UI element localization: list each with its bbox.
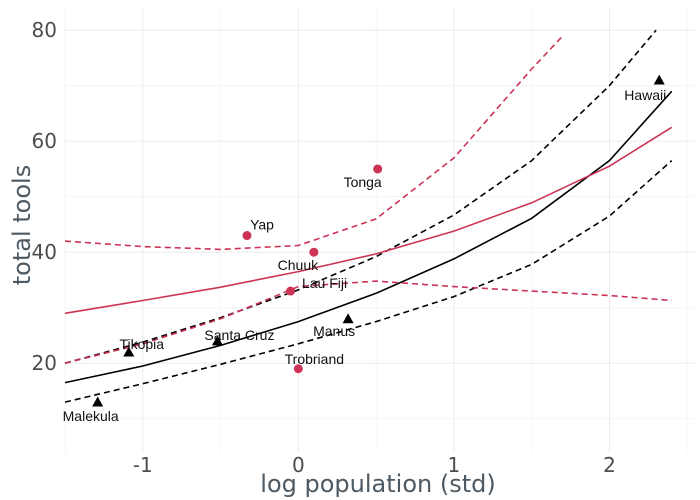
point-label: Hawaii — [624, 87, 666, 103]
triangle-point — [92, 396, 104, 407]
circle-point — [286, 286, 296, 296]
point-labels: Malekula Tikopia Santa Cruz Manus Hawaii Yap L… — [63, 87, 667, 424]
red-dashed-line — [64, 280, 672, 364]
grid — [64, 8, 695, 452]
red-solid-line — [64, 126, 673, 315]
point-label: Yap — [250, 217, 274, 233]
circle-point — [242, 231, 252, 241]
triangle-point — [123, 346, 135, 357]
circle-point — [309, 247, 319, 257]
triangle-point — [342, 313, 354, 324]
black-solid-line — [64, 90, 673, 384]
series-lines — [64, 29, 673, 403]
y-tick-label: 60 — [32, 129, 57, 153]
black-dashed-line — [64, 160, 673, 403]
y-axis-title: total tools — [8, 165, 36, 285]
point-label: Malekula — [63, 408, 119, 424]
point-label: Tikopia — [119, 336, 164, 352]
x-tick-label: 0 — [292, 453, 305, 477]
x-axis-title: log population (std) — [260, 470, 495, 498]
x-tick-label: 1 — [448, 453, 461, 477]
triangle-point — [211, 335, 223, 346]
y-tick-label: 20 — [32, 351, 57, 375]
circle-point — [373, 164, 383, 174]
point-label: Chuuk — [278, 257, 319, 273]
circle-point — [293, 364, 303, 374]
point-label: Trobriand — [285, 351, 344, 367]
triangle-point — [653, 74, 665, 85]
black-dashed-line — [64, 29, 657, 364]
point-label: Tonga — [344, 174, 382, 190]
y-tick-label: 40 — [32, 240, 57, 264]
x-tick-label: -1 — [133, 453, 153, 477]
tick-labels: -1 0 1 2 20 40 60 80 — [32, 18, 616, 477]
point-label: Lau Fiji — [302, 275, 347, 291]
data-points — [92, 74, 665, 407]
x-tick-label: 2 — [603, 453, 616, 477]
point-label: Santa Cruz — [204, 327, 274, 343]
point-label: Manus — [313, 323, 355, 339]
y-tick-label: 80 — [32, 18, 57, 42]
red-dashed-line — [64, 35, 564, 251]
